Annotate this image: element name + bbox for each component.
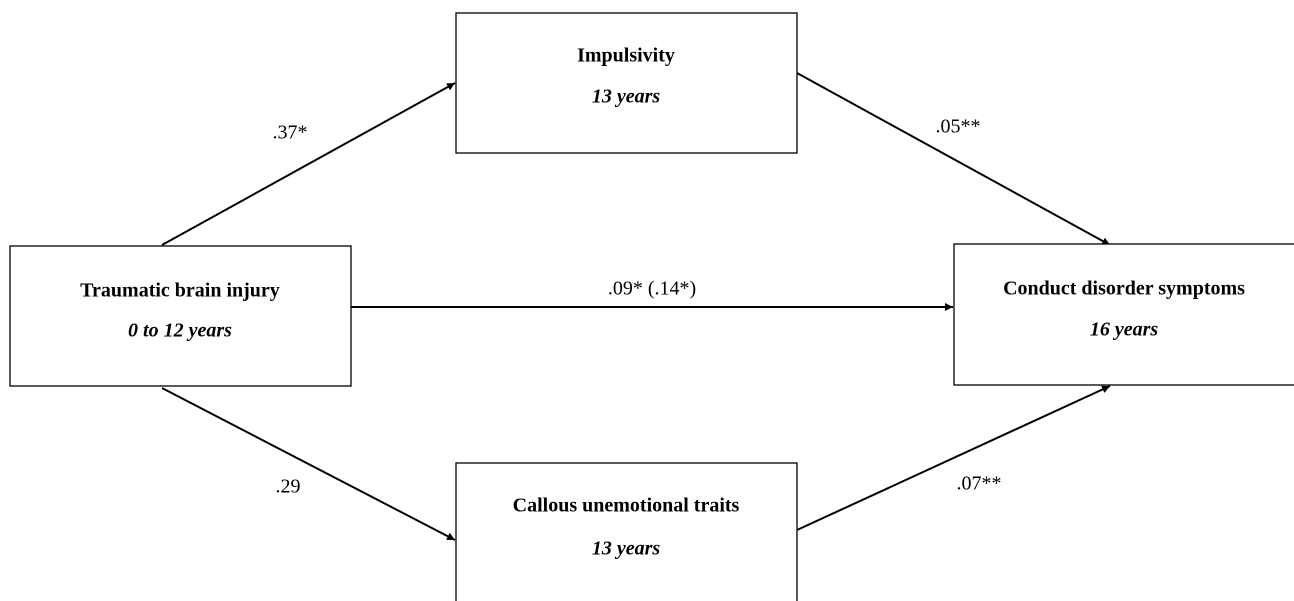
- arrow: [161, 82, 456, 246]
- node-label: Conduct disorder symptoms: [1003, 278, 1245, 300]
- arrow: [161, 387, 456, 541]
- edge-label: .05**: [936, 116, 981, 138]
- arrow: [796, 385, 1111, 531]
- node-box: [953, 243, 1294, 386]
- node-sublabel: 0 to 12 years: [128, 320, 232, 342]
- arrow: [796, 72, 1111, 246]
- node-sublabel: 13 years: [592, 538, 661, 560]
- node-box: [9, 245, 352, 387]
- arrows: [161, 72, 1111, 541]
- node-box: [455, 12, 798, 154]
- edge-label: .07**: [957, 473, 1002, 495]
- edge-label: .29: [276, 476, 301, 498]
- node-sublabel: 13 years: [592, 86, 661, 108]
- node-label: Traumatic brain injury: [80, 280, 280, 302]
- node-box: [455, 462, 798, 601]
- edge-label: .09* (.14*): [608, 278, 696, 300]
- edge-label: .37*: [273, 122, 308, 144]
- node-label: Impulsivity: [577, 45, 675, 67]
- node-label: Callous unemotional traits: [513, 495, 740, 517]
- node-sublabel: 16 years: [1090, 319, 1159, 341]
